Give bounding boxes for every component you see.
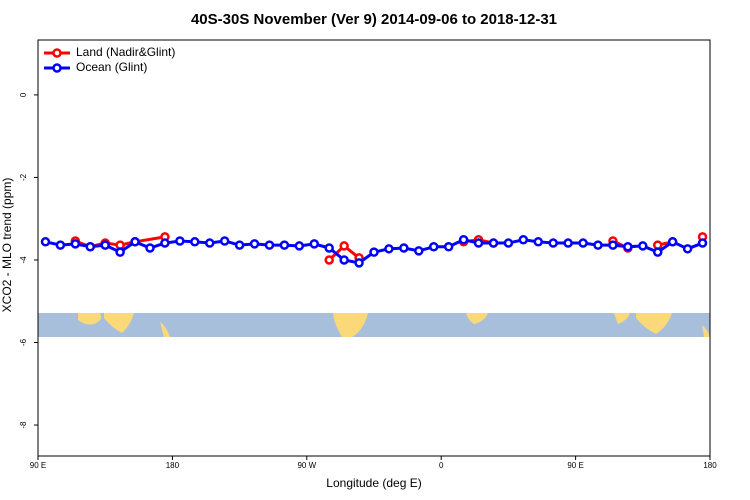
x-tick-label: 90 W bbox=[297, 461, 316, 470]
x-tick-label: 180 bbox=[166, 461, 180, 470]
legend-marker bbox=[52, 48, 62, 58]
point bbox=[578, 238, 588, 248]
point bbox=[623, 242, 633, 252]
y-tick-label: -6 bbox=[19, 338, 28, 346]
point bbox=[503, 238, 514, 248]
point bbox=[697, 238, 708, 248]
legend-label: Ocean (Glint) bbox=[76, 60, 147, 74]
point bbox=[204, 238, 215, 248]
point bbox=[652, 247, 663, 257]
point bbox=[593, 240, 603, 250]
point bbox=[638, 241, 648, 251]
point bbox=[354, 258, 364, 268]
point bbox=[414, 246, 424, 256]
point bbox=[324, 243, 334, 253]
point bbox=[608, 240, 618, 250]
point bbox=[219, 236, 230, 246]
point bbox=[428, 242, 439, 252]
point bbox=[369, 247, 379, 257]
y-axis-label: XCO2 - MLO trend (ppm) bbox=[0, 178, 14, 313]
point bbox=[473, 238, 484, 248]
point bbox=[682, 244, 693, 254]
point bbox=[443, 242, 454, 252]
point bbox=[384, 244, 394, 254]
point bbox=[130, 237, 140, 247]
x-tick-label: 90 E bbox=[30, 461, 46, 470]
point bbox=[160, 238, 170, 248]
point bbox=[85, 242, 96, 252]
point bbox=[234, 240, 245, 250]
map-strip bbox=[38, 313, 710, 337]
point bbox=[309, 239, 320, 249]
point bbox=[55, 240, 66, 250]
point bbox=[294, 241, 305, 251]
point bbox=[324, 255, 334, 265]
y-tick-label: 0 bbox=[19, 92, 28, 97]
y-tick-label: -2 bbox=[19, 173, 28, 181]
y-tick-label: -8 bbox=[19, 421, 28, 429]
plot-frame bbox=[37, 39, 711, 457]
point bbox=[145, 243, 155, 253]
point bbox=[339, 241, 349, 251]
point bbox=[518, 234, 529, 245]
point bbox=[279, 240, 290, 250]
point bbox=[667, 237, 678, 247]
point bbox=[563, 238, 573, 248]
point bbox=[264, 240, 275, 250]
point bbox=[533, 237, 544, 247]
point bbox=[70, 239, 81, 249]
point bbox=[249, 239, 260, 249]
y-tick-label: -4 bbox=[19, 256, 28, 264]
point bbox=[339, 255, 349, 265]
point bbox=[488, 238, 499, 248]
legend-label: Land (Nadir&Glint) bbox=[76, 45, 175, 59]
x-axis-label: Longitude (deg E) bbox=[326, 476, 421, 490]
point bbox=[399, 243, 409, 253]
point bbox=[190, 237, 200, 247]
point bbox=[458, 234, 469, 245]
chart-title: 40S-30S November (Ver 9) 2014-09-06 to 2… bbox=[191, 11, 557, 28]
point bbox=[175, 236, 185, 246]
legend-marker bbox=[52, 63, 62, 73]
point bbox=[548, 238, 558, 248]
point bbox=[100, 240, 110, 250]
point bbox=[115, 247, 125, 257]
x-tick-label: 180 bbox=[703, 461, 717, 470]
x-tick-label: 90 E bbox=[567, 461, 583, 470]
point bbox=[40, 237, 51, 247]
x-tick-label: 0 bbox=[439, 461, 444, 470]
